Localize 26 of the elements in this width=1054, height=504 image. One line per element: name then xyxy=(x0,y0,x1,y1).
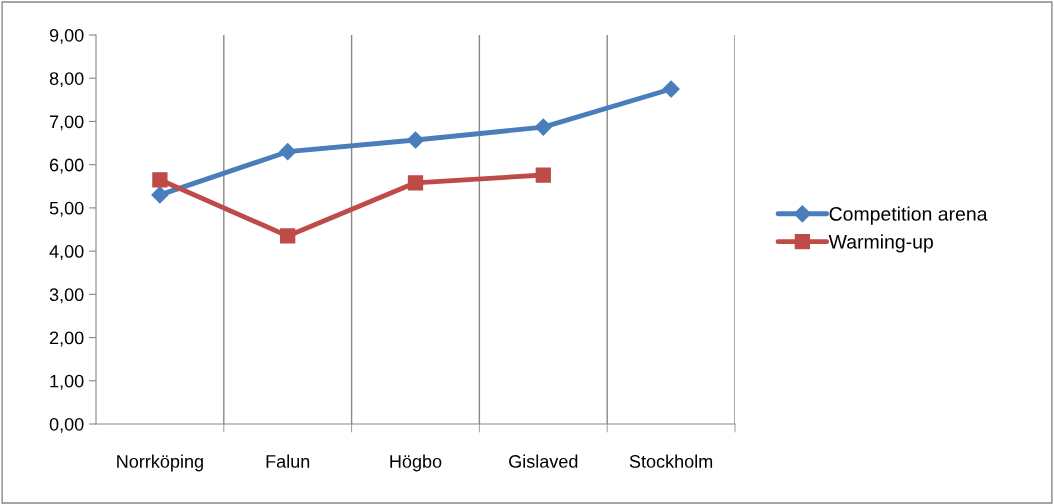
x-tick-label: Stockholm xyxy=(629,454,713,468)
y-tick-label: 8,00 xyxy=(49,72,84,88)
x-tick-label: Norrköping xyxy=(117,454,203,472)
point xyxy=(280,228,296,244)
point xyxy=(279,143,297,161)
y-tick-label: 4,00 xyxy=(49,245,84,260)
y-tick-label: 3,00 xyxy=(49,288,84,304)
point xyxy=(406,131,425,149)
point xyxy=(534,118,552,136)
legend-label: Competition arena xyxy=(829,206,988,225)
y-tick-label: 9,00 xyxy=(49,28,84,44)
point xyxy=(151,186,169,204)
x-tick-label: Falun xyxy=(266,454,310,468)
point xyxy=(407,175,424,191)
y-tick-label: 6,00 xyxy=(49,158,84,174)
y-tick-label: 0,00 xyxy=(49,417,84,433)
x-tick-label: Gislaved xyxy=(509,454,578,468)
point xyxy=(152,172,168,188)
legend-label: Warming-up xyxy=(828,234,933,253)
y-tick-label: 1,00 xyxy=(50,374,84,390)
point xyxy=(662,80,680,98)
y-tick-label: 5,00 xyxy=(49,201,84,217)
y-tick-label: 7,00 xyxy=(49,115,84,131)
x-tick-label: Högbo xyxy=(390,454,442,472)
y-tick-label: 2,00 xyxy=(49,331,84,347)
point xyxy=(535,167,551,183)
